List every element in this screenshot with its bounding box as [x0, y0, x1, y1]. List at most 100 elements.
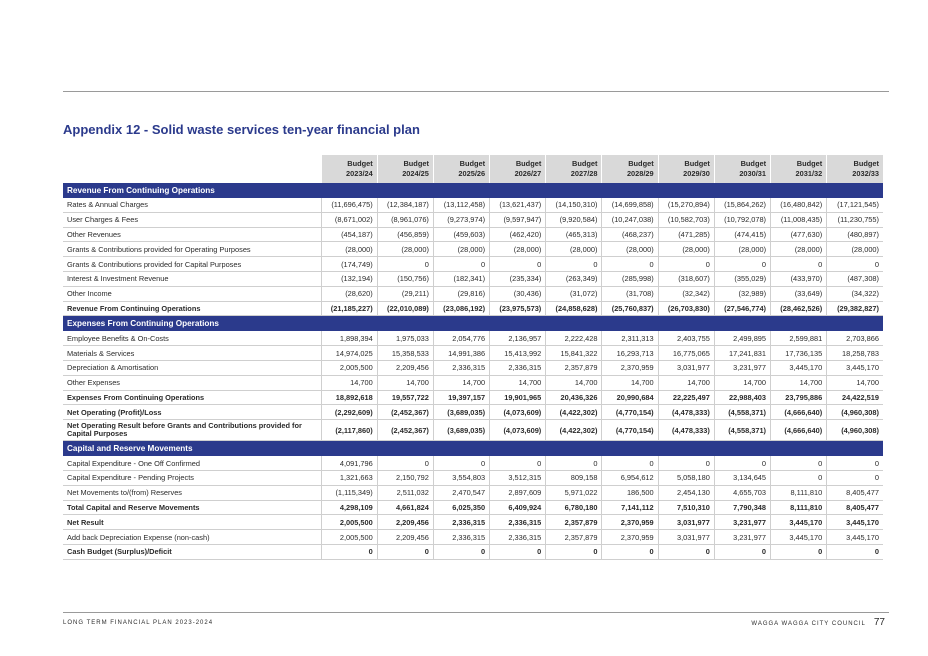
- page-number: 77: [873, 617, 885, 628]
- table-cell: 0: [601, 256, 659, 272]
- table-cell: (15,270,894): [657, 198, 715, 213]
- column-header: Budget 2030/31: [713, 155, 771, 183]
- table-row: Rates & Annual Charges (11,696,475) (12,38…: [63, 198, 883, 213]
- table-cell: 2,336,315: [432, 529, 490, 545]
- table-cell: 14,974,025: [320, 345, 378, 361]
- table-cell: (3,689,035): [432, 419, 490, 442]
- table-cell: 0: [657, 256, 715, 272]
- table-cell: (32,989): [713, 286, 771, 302]
- table-cell: 2,209,456: [376, 514, 434, 531]
- table-cell: 19,397,157: [432, 390, 490, 406]
- table-row: Total Capital and Reserve Movements 4,298…: [63, 500, 883, 516]
- column-header-label: Budget: [796, 159, 823, 168]
- table-header-row: Budget 2023/24 Budget 2024/25 Budget 2025/26 B…: [63, 155, 883, 183]
- table-cell: (9,920,584): [545, 212, 602, 228]
- column-header-label: Budget: [572, 159, 598, 168]
- table-cell: (4,666,640): [770, 404, 827, 421]
- table-cell: (355,029): [713, 271, 771, 287]
- table-cell: (15,864,262): [713, 198, 771, 213]
- table-cell: 3,512,315: [489, 470, 546, 486]
- row-label: Grants & Contributions provided for Oper…: [63, 241, 322, 258]
- table-row: Other Revenues (454,187) (456,859) (459,603…: [63, 227, 883, 243]
- table-cell: 0: [770, 256, 827, 272]
- table-cell: (4,666,640): [770, 419, 827, 442]
- table-cell: 2,454,130: [657, 485, 715, 501]
- row-label: Other Expenses: [63, 375, 322, 391]
- table-row: Add back Depreciation Expense (non-cash)…: [63, 529, 883, 545]
- table-cell: 0: [826, 456, 883, 471]
- table-cell: 2,511,032: [376, 485, 434, 501]
- table-cell: (459,603): [432, 227, 490, 243]
- table-cell: 7,790,348: [713, 500, 771, 516]
- table-cell: (32,342): [657, 286, 715, 302]
- table-cell: (10,792,078): [713, 212, 771, 228]
- table-cell: (4,422,302): [545, 419, 602, 442]
- table-row: Materials & Services 14,974,025 15,358,533…: [63, 345, 883, 361]
- table-cell: 2,357,879: [545, 514, 602, 531]
- table-cell: (28,000): [826, 241, 883, 258]
- table-cell: 2,222,428: [545, 331, 602, 347]
- table-cell: 17,241,831: [713, 345, 771, 361]
- table-cell: (23,975,573): [489, 301, 546, 317]
- column-header-label: Budget: [347, 159, 373, 168]
- section-header-row: Revenue From Continuing Operations: [63, 183, 883, 198]
- table-cell: (29,816): [432, 286, 490, 302]
- table-cell: 3,031,977: [657, 529, 715, 545]
- table-cell: 2,470,547: [432, 485, 490, 501]
- table-cell: (10,582,703): [657, 212, 715, 228]
- column-header: Budget 2023/24: [320, 155, 378, 183]
- section-header-row: Expenses From Continuing Operations: [63, 315, 883, 332]
- table-cell: 3,134,645: [713, 470, 771, 486]
- table-cell: (2,452,367): [376, 419, 434, 442]
- table-cell: (454,187): [320, 227, 378, 243]
- row-label: Net Operating (Profit)/Loss: [63, 404, 322, 421]
- table-cell: (26,703,830): [657, 301, 715, 317]
- table-cell: 8,405,477: [826, 500, 883, 516]
- bottom-divider: [63, 612, 889, 613]
- table-cell: (4,770,154): [601, 419, 659, 442]
- table-cell: 3,231,977: [713, 514, 771, 531]
- row-label: Total Capital and Reserve Movements: [63, 500, 322, 516]
- table-cell: (11,696,475): [320, 198, 378, 213]
- table-cell: 0: [713, 256, 771, 272]
- table-cell: (28,000): [320, 241, 378, 258]
- table-cell: (465,313): [545, 227, 602, 243]
- table-cell: 0: [320, 544, 378, 560]
- table-cell: (174,749): [320, 256, 378, 272]
- table-cell: 0: [432, 544, 490, 560]
- table-cell: (16,480,842): [770, 198, 827, 213]
- table-cell: 14,700: [826, 375, 883, 391]
- table-cell: 2,150,792: [376, 470, 434, 486]
- row-label: Revenue From Continuing Operations: [63, 301, 322, 317]
- table-cell: 0: [376, 456, 434, 471]
- table-cell: 4,298,109: [320, 500, 378, 516]
- table-cell: 2,136,957: [489, 331, 546, 347]
- table-cell: 4,091,796: [320, 456, 378, 471]
- table-cell: 6,025,350: [432, 500, 490, 516]
- table-cell: 0: [376, 544, 434, 560]
- table-cell: (4,960,308): [826, 419, 883, 442]
- table-row: Capital Expenditure - Pending Projects 1,…: [63, 470, 883, 486]
- table-cell: 19,557,722: [376, 390, 434, 406]
- table-cell: 0: [601, 544, 659, 560]
- table-row: User Charges & Fees (8,671,002) (8,961,076…: [63, 212, 883, 228]
- column-header: Budget 2024/25: [376, 155, 434, 183]
- row-label: Depreciation & Amortisation: [63, 360, 322, 376]
- table-cell: (21,185,227): [320, 301, 378, 317]
- table-cell: 2,370,959: [601, 529, 659, 545]
- table-cell: (28,000): [376, 241, 434, 258]
- row-label: Employee Benefits & On-Costs: [63, 331, 322, 347]
- table-cell: 2,357,879: [545, 529, 602, 545]
- table-cell: 0: [432, 256, 490, 272]
- table-cell: 2,054,776: [432, 331, 490, 347]
- row-label: Grants & Contributions provided for Capi…: [63, 256, 322, 272]
- table-cell: 3,031,977: [657, 360, 715, 376]
- table-cell: (456,859): [376, 227, 434, 243]
- table-cell: 2,370,959: [601, 514, 659, 531]
- table-cell: (34,322): [826, 286, 883, 302]
- table-cell: (4,770,154): [601, 404, 659, 421]
- table-cell: 0: [770, 470, 827, 486]
- column-header-label: Budget: [684, 159, 710, 168]
- table-cell: 3,231,977: [713, 529, 771, 545]
- table-cell: 0: [826, 470, 883, 486]
